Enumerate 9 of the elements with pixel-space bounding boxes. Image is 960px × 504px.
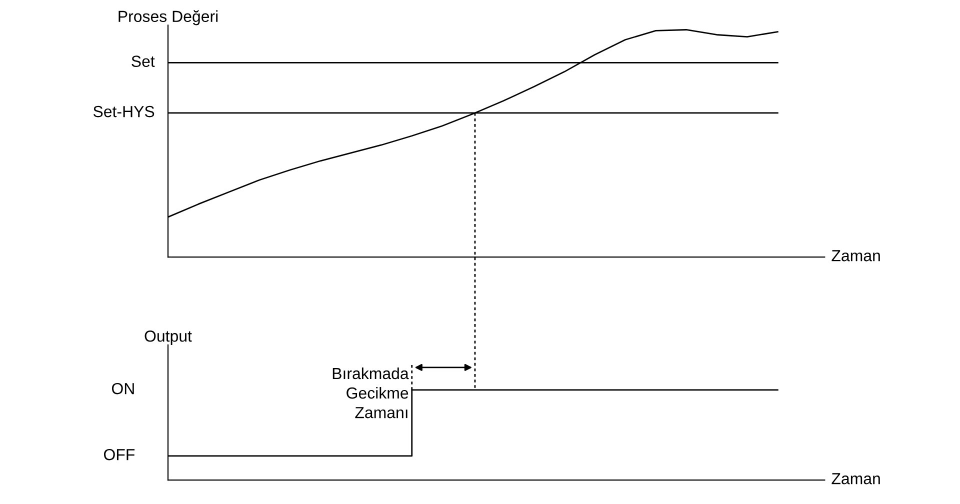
ref-line-label: Set bbox=[132, 56, 155, 67]
x-axis-title: Zaman bbox=[832, 250, 880, 262]
x-axis-title: Zaman bbox=[832, 473, 880, 484]
y-axis-title: Proses Değeri bbox=[118, 10, 218, 26]
ref-line-label: Set-HYS bbox=[93, 106, 154, 118]
annotation: Bırakmada Gecikme Zamanı bbox=[332, 367, 409, 418]
y-axis-title: Output bbox=[144, 330, 192, 345]
text: ON bbox=[112, 382, 134, 394]
text: OFF bbox=[104, 448, 135, 460]
